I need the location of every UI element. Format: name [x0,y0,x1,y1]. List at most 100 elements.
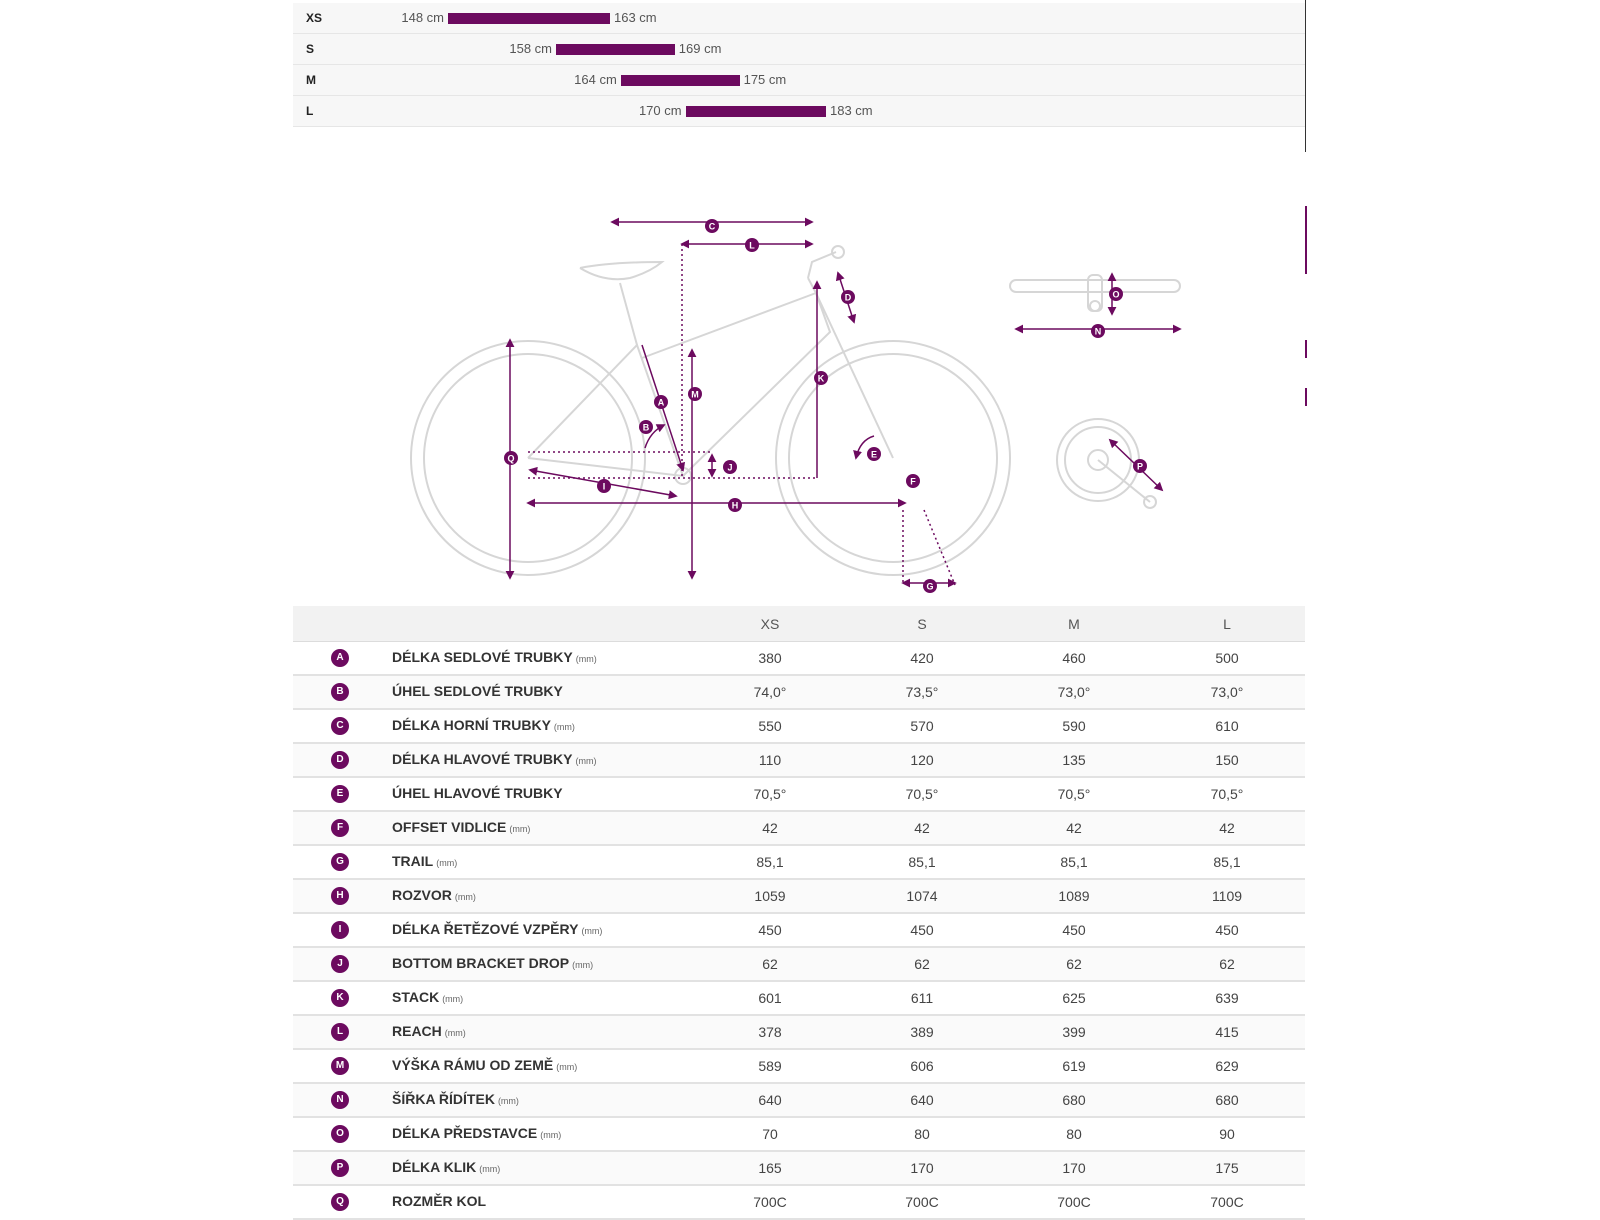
table-row: Q ROZMĚR KOL 700C 700C 700C 700C [293,1186,1305,1220]
table-cell: 85,1 [908,854,936,870]
row-badge: Q [331,1193,349,1211]
diagram-badge-text: D [845,293,852,303]
table-cell: 1089 [1058,888,1090,904]
table-row: I DÉLKA ŘETĚZOVÉ VZPĚRY (mm) 450 450 450 450 [293,914,1305,948]
diagram-badge-text: N [1095,327,1102,337]
row-badge: P [331,1159,349,1177]
table-cell: 85,1 [1213,854,1241,870]
parameter-name: ROZMĚR KOL [392,1186,486,1217]
diagram-badge-f: F [906,474,920,488]
parameter-unit: (mm) [442,994,464,1004]
table-cell: 590 [1062,718,1086,734]
parameter-name: ŠÍŘKA ŘÍDÍTEK (mm) [392,1084,519,1117]
diagram-badge-a: A [654,395,668,409]
size-range-bar [556,44,675,55]
table-cell: 165 [758,1160,782,1176]
table-cell: 380 [758,650,782,666]
parameter-label: DÉLKA ŘETĚZOVÉ VZPĚRY [392,921,579,937]
parameter-label: TRAIL [392,853,434,869]
parameter-label: ROZMĚR KOL [392,1193,487,1209]
row-badge: M [331,1057,349,1075]
parameter-label: OFFSET VIDLICE [392,819,507,835]
diagram-badge-text: C [709,222,716,232]
table-cell: 601 [758,990,782,1006]
table-cell: 450 [758,922,782,938]
table-cell: 415 [1215,1024,1239,1040]
table-row: L REACH (mm) 378 389 399 415 [293,1016,1305,1050]
row-badge: K [331,989,349,1007]
parameter-label: ÚHEL SEDLOVÉ TRUBKY [392,683,563,699]
diagram-badge-text: M [691,390,699,400]
diagram-badge-n: N [1091,324,1105,338]
size-row: XS 148 cm 163 cm [293,3,1305,34]
table-cell: 611 [910,990,934,1006]
table-row: G TRAIL (mm) 85,1 85,1 85,1 85,1 [293,846,1305,880]
table-cell: 42 [1219,820,1235,836]
table-cell: 90 [1219,1126,1235,1142]
size-label: M [306,73,316,87]
parameter-unit: (mm) [556,1062,578,1072]
parameter-label: REACH [392,1023,442,1039]
table-cell: 700C [1057,1194,1091,1210]
table-cell: 62 [914,956,930,972]
divider [1305,388,1307,406]
table-cell: 606 [910,1058,934,1074]
table-cell: 1074 [906,888,938,904]
diagram-badge-text: I [603,482,606,492]
table-cell: 120 [910,752,934,768]
size-range-bar [685,106,826,117]
diagram-badge-text: H [732,501,739,511]
table-cell: 135 [1062,752,1086,768]
size-min-height: 170 cm [638,103,682,118]
parameter-name: TRAIL (mm) [392,846,457,879]
size-range-bar [448,13,610,24]
parameter-label: DÉLKA PŘEDSTAVCE [392,1125,538,1141]
divider [1305,0,1306,152]
parameter-name: DÉLKA ŘETĚZOVÉ VZPĚRY (mm) [392,914,602,947]
table-cell: 389 [910,1024,934,1040]
table-row: N ŠÍŘKA ŘÍDÍTEK (mm) 640 640 680 680 [293,1084,1305,1118]
table-cell: 450 [1062,922,1086,938]
parameter-name: DÉLKA HORNÍ TRUBKY (mm) [392,710,575,743]
table-body: A DÉLKA SEDLOVÉ TRUBKY (mm) 380 420 460 500 B ÚH… [293,642,1305,1220]
diagram-badge-text: L [749,241,755,251]
table-cell: 1059 [754,888,786,904]
table-cell: 170 [1062,1160,1086,1176]
parameter-label: ŠÍŘKA ŘÍDÍTEK [392,1091,495,1107]
diagram-badge-q: Q [504,451,518,465]
diagram-badge-i: I [597,479,611,493]
parameter-name: REACH (mm) [392,1016,466,1049]
table-cell: 70 [762,1126,778,1142]
table-header: XS S M L [293,606,1305,642]
table-cell: 680 [1062,1092,1086,1108]
table-cell: 42 [1066,820,1082,836]
row-badge: O [331,1125,349,1143]
parameter-unit: (mm) [540,1130,562,1140]
parameter-name: STACK (mm) [392,982,463,1015]
size-label: S [306,42,315,56]
parameter-unit: (mm) [581,926,603,936]
row-badge: A [331,649,349,667]
parameter-name: BOTTOM BRACKET DROP (mm) [392,948,593,981]
table-cell: 420 [910,650,934,666]
table-cell: 1109 [1211,888,1243,904]
table-cell: 73,5° [905,684,939,700]
diagram-badge-text: F [910,477,916,487]
diagram-badge-p: P [1133,459,1147,473]
size-min-height: 158 cm [509,41,552,56]
parameter-name: DÉLKA SEDLOVÉ TRUBKY (mm) [392,642,597,675]
row-badge: J [331,955,349,973]
size-max-height: 169 cm [678,41,722,56]
parameter-unit: (mm) [509,824,531,834]
table-row: D DÉLKA HLAVOVÉ TRUBKY (mm) 110 120 135 150 [293,744,1305,778]
table-row: J BOTTOM BRACKET DROP (mm) 62 62 62 62 [293,948,1305,982]
table-row: K STACK (mm) 601 611 625 639 [293,982,1305,1016]
table-cell: 700C [1210,1194,1244,1210]
diagram-badge-text: Q [507,454,514,464]
size-min-height: 164 cm [574,72,617,87]
table-cell: 589 [758,1058,782,1074]
table-cell: 73,0° [1210,684,1244,700]
table-cell: 62 [1066,956,1082,972]
bike-geometry-diagram: A B C D E F G H I J K L M N O P Q [410,217,1182,593]
diagram-badge-text: E [871,450,877,460]
